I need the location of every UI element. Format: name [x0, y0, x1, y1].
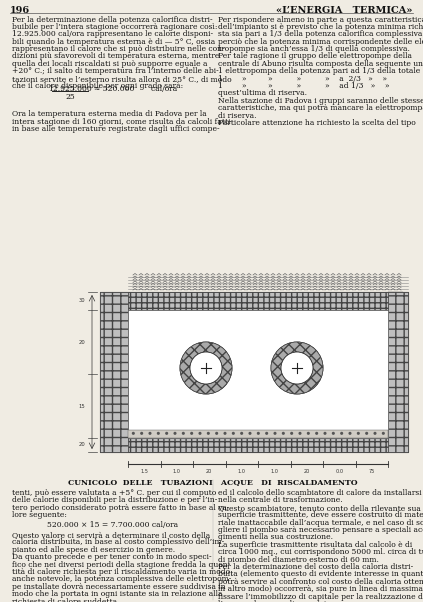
Text: Per la determinazione della potenza calorifica distri-: Per la determinazione della potenza calo… [12, 16, 213, 23]
Text: 1        »         »          »          »    a  2/3   »    »: 1 » » » » a 2/3 » » [218, 75, 387, 82]
Text: pe installate dovrà necessariamente essere suddivisa in: pe installate dovrà necessariamente esse… [12, 583, 225, 591]
Text: che il calore disponibile per ogni grado sarà:: che il calore disponibile per ogni grado… [12, 82, 183, 90]
Text: ed il calcolo dello scambiatore di calore da installarsi: ed il calcolo dello scambiatore di calor… [218, 489, 422, 497]
Text: in base alle temperature registrate dagli uffici compe-: in base alle temperature registrate dagl… [12, 125, 220, 133]
Text: riale inattaccabile dall’acqua termale, e nel caso di sce-: riale inattaccabile dall’acqua termale, … [218, 518, 423, 527]
Wedge shape [271, 342, 323, 394]
Text: dizioni più sfavorevoli di temperatura esterna, mentre: dizioni più sfavorevoli di temperatura e… [12, 52, 220, 60]
Text: 12.925.000 cal/ora rappresentano le calorie disponi-: 12.925.000 cal/ora rappresentano le calo… [12, 30, 213, 39]
Text: fico che nei diversi periodi della stagione fredda la quan-: fico che nei diversi periodi della stagi… [12, 560, 230, 569]
Text: 520.000 × 15 = 7.700.000 cal/ora: 520.000 × 15 = 7.700.000 cal/ora [47, 521, 178, 529]
Bar [128, 438, 388, 452]
Text: dell’impianto si è previsto che la potenza minima richie-: dell’impianto si è previsto che la poten… [218, 23, 423, 31]
Text: Per rispondere almeno in parte a questa caratteristica: Per rispondere almeno in parte a questa … [218, 16, 423, 23]
Wedge shape [180, 342, 232, 394]
Text: quella dei locali riscaldati si può supporre eguale a: quella dei locali riscaldati si può supp… [12, 60, 208, 68]
Circle shape [180, 342, 232, 394]
Text: Da quanto precede e per tener conto in modo speci-: Da quanto precede e per tener conto in m… [12, 553, 211, 561]
Text: 1.0: 1.0 [270, 469, 278, 474]
Text: 20: 20 [79, 340, 85, 344]
Text: buibile per l’intera stagione occorrerà ragionare così:: buibile per l’intera stagione occorrerà … [12, 23, 217, 31]
Text: 196: 196 [10, 6, 30, 15]
Text: quest’ultima di riserva.: quest’ultima di riserva. [218, 90, 307, 98]
Text: 1 elettropompa della potenza pari ad 1/3 della totale: 1 elettropompa della potenza pari ad 1/3… [218, 67, 420, 75]
Text: tità di calore richiesta per il riscaldamento varia in modo: tità di calore richiesta per il riscalda… [12, 568, 230, 576]
Text: anche notevole, la potenza complessiva delle elettropom-: anche notevole, la potenza complessiva d… [12, 576, 231, 583]
Text: Particolare attenzione ha richiesto la scelta del tipo: Particolare attenzione ha richiesto la s… [218, 119, 416, 127]
Text: La superficie trasmittente risultata dal calcolo è di: La superficie trasmittente risultata dal… [218, 541, 412, 549]
Text: 1.0: 1.0 [173, 469, 181, 474]
Bar [100, 292, 408, 452]
Text: pianto ed alle spese di esercizio in genere.: pianto ed alle spese di esercizio in gen… [12, 546, 175, 554]
Text: caratteristiche, ma qui potrà mancare la elettropompa: caratteristiche, ma qui potrà mancare la… [218, 104, 423, 113]
Text: delle calorie disponibili per la distribuzione e per l’in-: delle calorie disponibili per la distrib… [12, 497, 217, 504]
Text: 30: 30 [79, 299, 85, 303]
Bar [388, 292, 403, 452]
Text: 20: 20 [206, 469, 212, 474]
Text: di riserva.: di riserva. [218, 112, 256, 120]
Text: 0.0: 0.0 [335, 469, 343, 474]
Text: di piombo del diametro esterno di 60 mm.: di piombo del diametro esterno di 60 mm. [218, 556, 379, 563]
Text: tazioni servite e l’esterno risulta allora di 25° C., di modo: tazioni servite e l’esterno risulta allo… [12, 75, 232, 82]
Text: centrale di Abuno risulta composta della seguente unità:: centrale di Abuno risulta composta della… [218, 60, 423, 68]
Text: Ora la temperatura esterna media di Padova per la: Ora la temperatura esterna media di Pado… [12, 111, 207, 119]
Text: 75: 75 [368, 469, 375, 474]
Text: buita (elemento questo di evidente interesse in quanto: buita (elemento questo di evidente inter… [218, 571, 423, 579]
Text: sta sia pari a 1/3 della potenza calorifica complessiva e: sta sia pari a 1/3 della potenza calorif… [218, 30, 423, 39]
Circle shape [281, 352, 313, 384]
Text: potrà servire al confronto col costo della caloria ottenuta: potrà servire al confronto col costo del… [218, 578, 423, 586]
Text: lore seguente:: lore seguente: [12, 511, 67, 519]
Text: richiesta di calore suddetta.: richiesta di calore suddetta. [12, 598, 120, 602]
Text: tropompe sia anch’essa 1/3 di quella complessiva.: tropompe sia anch’essa 1/3 di quella com… [218, 45, 410, 53]
Bar [388, 292, 408, 452]
Text: tenti, può essere valutata a +5° C. per cui il computo: tenti, può essere valutata a +5° C. per … [12, 489, 216, 497]
Text: 20: 20 [304, 469, 310, 474]
Text: Per tale ragione il gruppo delle elettropompe della: Per tale ragione il gruppo delle elettro… [218, 52, 412, 60]
Text: modo che la portata in ogni istante sia in relazione alla: modo che la portata in ogni istante sia … [12, 590, 222, 598]
Text: perciò che la potenza minima corrispondente delle elet-: perciò che la potenza minima corrisponde… [218, 38, 423, 46]
Text: Questo valore ci servirà a determinare il costo della: Questo valore ci servirà a determinare i… [12, 531, 210, 539]
Text: Questo scambiatore, tenuto conto della rilevante sua: Questo scambiatore, tenuto conto della r… [218, 504, 421, 512]
Text: 1.5: 1.5 [140, 469, 148, 474]
Text: 1        »         »          »          »    ad 1/3   »    »: 1 » » » » ad 1/3 » » [218, 82, 390, 90]
Text: fissare l’immobilizzo di capitale per la realizzazione del-: fissare l’immobilizzo di capitale per la… [218, 592, 423, 601]
Text: caloria distribuita, in base al costo complessivo dell’im-: caloria distribuita, in base al costo co… [12, 538, 224, 547]
Text: 12.925.000: 12.925.000 [48, 85, 92, 93]
Text: gimenti nella sua costruzione.: gimenti nella sua costruzione. [218, 533, 333, 541]
Text: in altro modo) occorrerà, sia pure in linea di massima,: in altro modo) occorrerà, sia pure in li… [218, 585, 423, 594]
Text: gliere il piombo sarà necessario pensare a speciali accor-: gliere il piombo sarà necessario pensare… [218, 526, 423, 534]
Bar [128, 310, 388, 438]
Text: +20° C.; il salto di temperatura fra l’interno delle abi-: +20° C.; il salto di temperatura fra l’i… [12, 67, 219, 75]
Bar [128, 430, 388, 438]
Text: intera stagione di 160 giorni, come risulta da calcoli fatti: intera stagione di 160 giorni, come risu… [12, 118, 231, 126]
Bar [100, 292, 128, 452]
Circle shape [190, 352, 222, 384]
Text: tero periodo considerato potrà essere fatto in base al va-: tero periodo considerato potrà essere fa… [12, 504, 230, 512]
Text: l’opera e le spese di esercizio:: l’opera e le spese di esercizio: [218, 600, 333, 602]
Text: 1.0: 1.0 [238, 469, 246, 474]
Text: «L’ENERGIA   TERMICA»: «L’ENERGIA TERMICA» [277, 6, 413, 15]
Text: superficie trasmittente, deve essere costruito di mate-: superficie trasmittente, deve essere cos… [218, 511, 423, 519]
Text: 25: 25 [65, 93, 75, 101]
Text: 15: 15 [79, 403, 85, 409]
Text: 20: 20 [79, 442, 85, 447]
Text: ≈ 520.000       cal/ora: ≈ 520.000 cal/ora [94, 85, 177, 93]
Text: bili quando la temperatura esterna è di — 5° C, ossia: bili quando la temperatura esterna è di … [12, 38, 215, 46]
Text: Nella stazione di Padova i gruppi saranno delle stesse: Nella stazione di Padova i gruppi sarann… [218, 97, 423, 105]
Text: Per la determinazione del costo della caloria distri-: Per la determinazione del costo della ca… [218, 563, 413, 571]
Text: rappresentano il calore che si può distribuire nelle con-: rappresentano il calore che si può distr… [12, 45, 225, 53]
Bar [128, 292, 388, 310]
Text: circa 1000 mq., cui corrispondono 5000 ml. circa di tubo: circa 1000 mq., cui corrispondono 5000 m… [218, 548, 423, 556]
Circle shape [271, 342, 323, 394]
Text: nella centrale di trasformazione.: nella centrale di trasformazione. [218, 497, 343, 504]
Text: CUNICOLO  DELLE   TUBAZIONI   ACQUE   DI  RISCALDAMENTO: CUNICOLO DELLE TUBAZIONI ACQUE DI RISCAL… [68, 478, 358, 486]
